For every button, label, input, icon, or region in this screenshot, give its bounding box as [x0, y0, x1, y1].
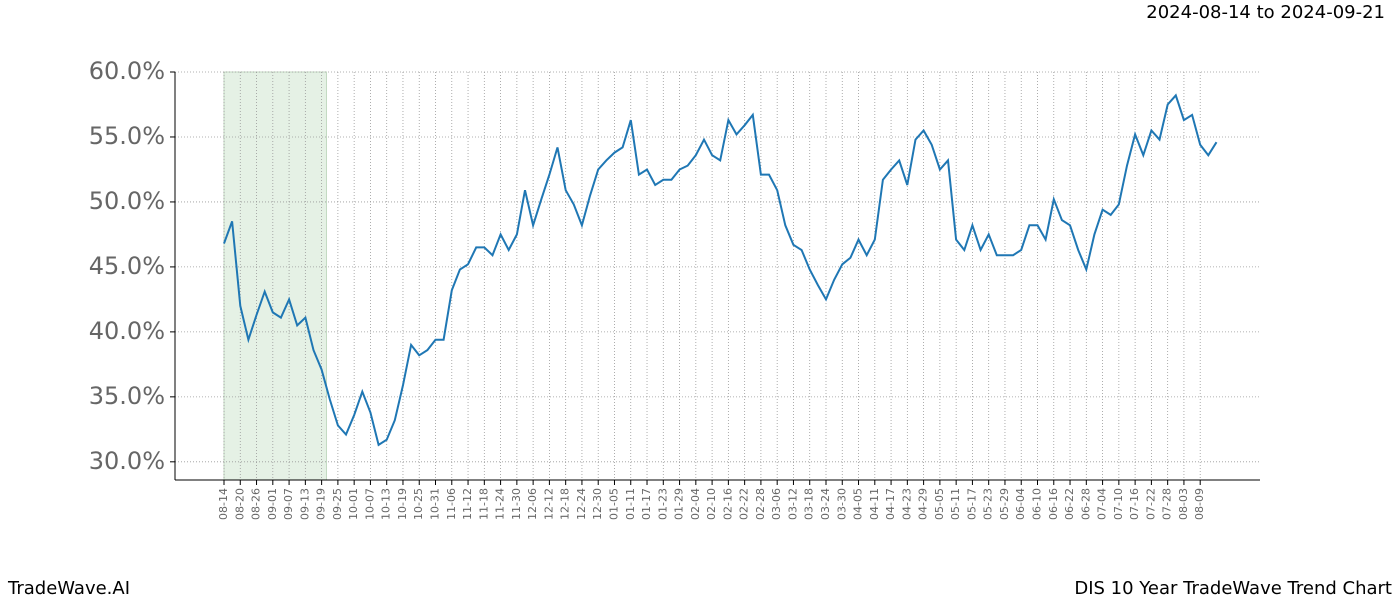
- x-tick-label: 05-17: [965, 488, 978, 520]
- x-tick-label: 06-28: [1079, 488, 1092, 520]
- x-tick-label: 12-12: [542, 488, 555, 520]
- x-tick-label: 10-07: [363, 488, 376, 520]
- x-tick-label: 07-28: [1161, 488, 1174, 520]
- x-tick-label: 04-17: [884, 488, 897, 520]
- x-tick-label: 02-22: [738, 488, 751, 520]
- x-tick-label: 12-30: [591, 488, 604, 520]
- x-tick-label: 11-24: [494, 488, 507, 520]
- x-tick-label: 02-10: [705, 488, 718, 520]
- x-tick-label: 06-04: [1014, 488, 1027, 520]
- x-tick-label: 04-23: [900, 488, 913, 520]
- x-tick-label: 02-16: [721, 488, 734, 520]
- x-tick-label: 04-29: [917, 488, 930, 520]
- x-tick-label: 11-30: [510, 488, 523, 520]
- x-tick-label: 01-11: [624, 488, 637, 520]
- x-tick-label: 02-28: [754, 488, 767, 520]
- x-tick-label: 09-13: [298, 488, 311, 520]
- x-tick-label: 05-29: [998, 488, 1011, 520]
- footer-right: DIS 10 Year TradeWave Trend Chart: [1074, 578, 1392, 599]
- x-tick-label: 12-06: [526, 488, 539, 520]
- x-tick-label: 03-06: [770, 488, 783, 520]
- x-tick-label: 10-19: [396, 488, 409, 520]
- x-tick-label: 06-22: [1063, 488, 1076, 520]
- y-tick-label: 55.0%: [89, 122, 165, 150]
- x-tick-label: 01-17: [640, 488, 653, 520]
- x-tick-label: 04-05: [852, 488, 865, 520]
- y-tick-label: 60.0%: [89, 57, 165, 85]
- x-tick-label: 08-20: [233, 488, 246, 520]
- x-tick-label: 10-25: [412, 488, 425, 520]
- x-tick-label: 09-07: [282, 488, 295, 520]
- x-tick-label: 08-26: [250, 488, 263, 520]
- x-tick-label: 12-24: [575, 488, 588, 520]
- x-tick-label: 03-18: [803, 488, 816, 520]
- x-tick-label: 08-03: [1177, 488, 1190, 520]
- y-tick-label: 50.0%: [89, 187, 165, 215]
- y-tick-label: 45.0%: [89, 252, 165, 280]
- x-tick-label: 10-01: [347, 488, 360, 520]
- x-tick-label: 09-19: [315, 488, 328, 520]
- y-tick-label: 40.0%: [89, 317, 165, 345]
- x-tick-label: 10-31: [429, 488, 442, 520]
- x-tick-label: 07-10: [1112, 488, 1125, 520]
- y-tick-label: 30.0%: [89, 447, 165, 475]
- x-tick-label: 08-14: [217, 488, 230, 520]
- x-tick-label: 01-23: [656, 488, 669, 520]
- x-tick-label: 04-11: [868, 488, 881, 520]
- x-tick-label: 03-12: [786, 488, 799, 520]
- x-tick-label: 07-22: [1144, 488, 1157, 520]
- x-tick-label: 09-25: [331, 488, 344, 520]
- y-tick-label: 35.0%: [89, 382, 165, 410]
- x-tick-label: 05-23: [982, 488, 995, 520]
- x-tick-label: 11-06: [445, 488, 458, 520]
- x-tick-label: 01-29: [673, 488, 686, 520]
- subtitle: 2024-08-14 to 2024-09-21: [1146, 2, 1385, 23]
- x-tick-label: 07-16: [1128, 488, 1141, 520]
- x-tick-label: 02-04: [689, 488, 702, 520]
- x-tick-label: 11-12: [461, 488, 474, 520]
- x-tick-label: 12-18: [559, 488, 572, 520]
- x-tick-label: 01-05: [607, 488, 620, 520]
- x-tick-label: 03-30: [835, 488, 848, 520]
- x-tick-label: 05-05: [933, 488, 946, 520]
- x-tick-label: 07-04: [1096, 488, 1109, 520]
- x-tick-label: 06-10: [1031, 488, 1044, 520]
- x-tick-label: 11-18: [477, 488, 490, 520]
- x-tick-label: 05-11: [949, 488, 962, 520]
- x-tick-label: 10-13: [380, 488, 393, 520]
- x-tick-label: 06-16: [1047, 488, 1060, 520]
- x-tick-label: 09-01: [266, 488, 279, 520]
- x-tick-label: 08-09: [1193, 488, 1206, 520]
- trend-line: [223, 93, 1218, 447]
- footer-left: TradeWave.AI: [7, 578, 130, 599]
- highlight-region: [223, 71, 328, 481]
- x-tick-label: 03-24: [819, 488, 832, 520]
